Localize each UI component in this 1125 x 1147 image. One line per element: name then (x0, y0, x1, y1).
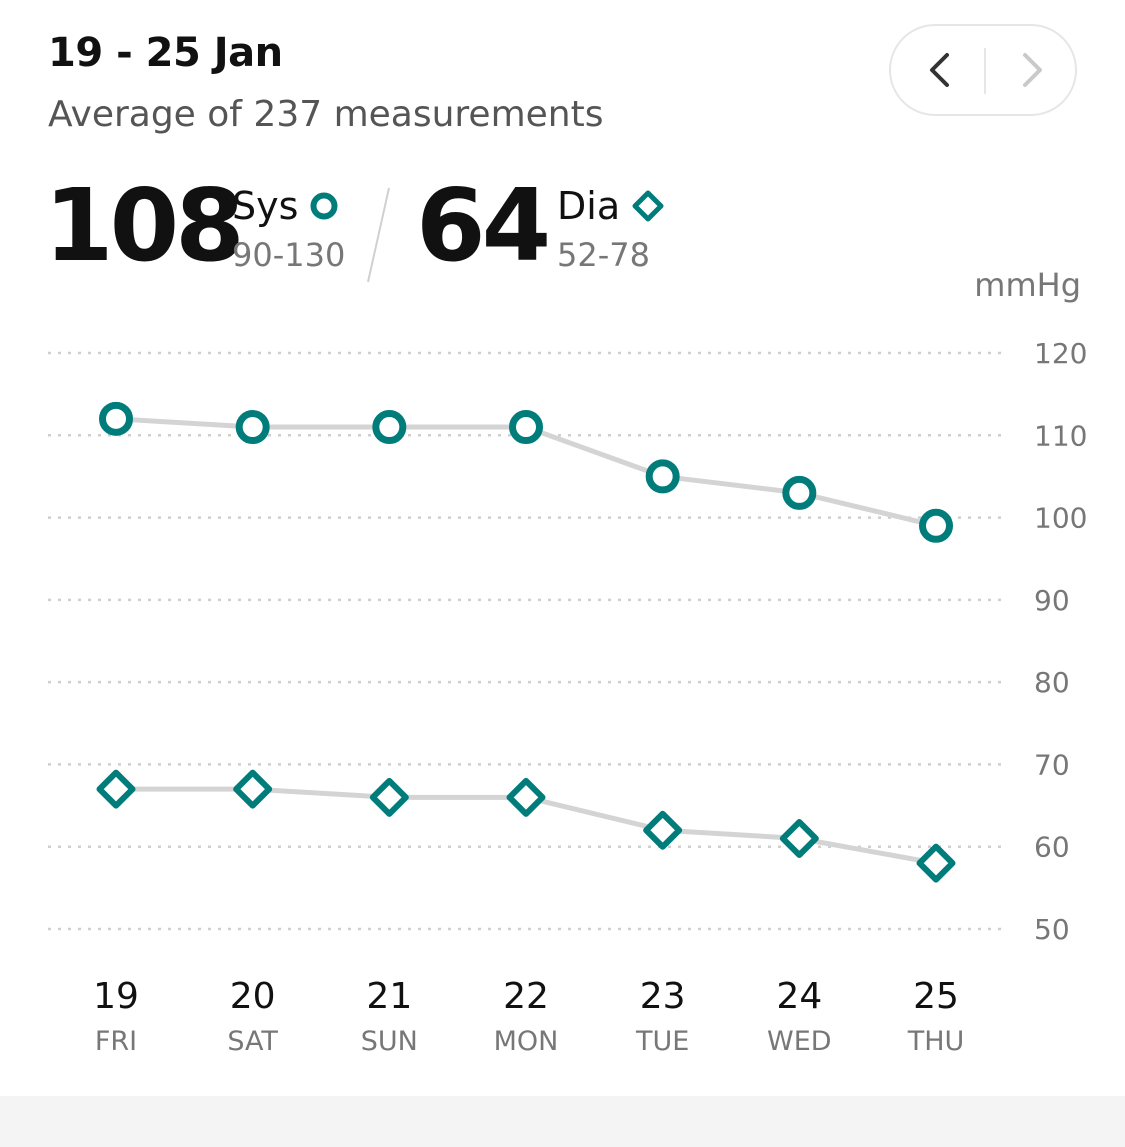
x-tick-day: 20 (230, 976, 276, 1017)
x-tick-weekday: FRI (95, 1026, 137, 1057)
x-tick-weekday: SUN (361, 1026, 418, 1057)
dia-point-25[interactable] (916, 843, 956, 883)
y-tick-label: 60 (1034, 831, 1070, 864)
x-tick-weekday: WED (767, 1026, 832, 1057)
y-tick-label: 100 (1034, 502, 1087, 535)
x-tick-weekday: SAT (227, 1026, 278, 1057)
sys-point-23[interactable] (645, 459, 680, 494)
dia-point-21[interactable] (369, 777, 409, 817)
x-tick-day: 19 (93, 976, 139, 1017)
y-tick-label: 90 (1034, 584, 1070, 617)
systolic-range: 90-130 (232, 236, 346, 274)
bottom-bar (0, 1096, 1125, 1147)
date-range-title: 19 - 25 Jan (48, 30, 283, 76)
x-tick-day: 25 (913, 976, 959, 1017)
x-tick-weekday: TUE (635, 1026, 689, 1057)
unit-label: mmHg (974, 266, 1081, 304)
chevron-right-icon (1023, 53, 1042, 87)
x-tick-day: 24 (776, 976, 822, 1017)
week-navigation (889, 24, 1077, 116)
y-axis-ticks: 120 110 100 90 80 70 60 50 (1034, 337, 1087, 946)
sys-point-25[interactable] (919, 508, 953, 543)
dia-point-23[interactable] (643, 810, 683, 850)
series-markers (96, 401, 956, 883)
previous-week-button[interactable] (891, 26, 985, 114)
diastolic-label: Dia (557, 184, 621, 228)
value-separator (367, 187, 390, 283)
sys-point-22[interactable] (509, 410, 543, 445)
y-tick-label: 80 (1034, 666, 1070, 699)
dia-point-24[interactable] (779, 818, 819, 858)
x-tick-weekday: THU (907, 1026, 965, 1057)
next-week-button[interactable] (985, 26, 1079, 114)
x-axis-ticks: 19 FRI 20 SAT 21 SUN 22 MON 23 TUE 24 WED 25 THU (93, 976, 964, 1057)
sys-point-24[interactable] (782, 475, 817, 510)
systolic-label: Sys (232, 184, 299, 228)
sys-point-19[interactable] (99, 401, 133, 436)
nav-divider (984, 48, 986, 94)
dia-point-20[interactable] (233, 769, 273, 809)
y-tick-label: 50 (1034, 913, 1070, 946)
diastolic-legend-diamond-icon (632, 190, 664, 222)
x-tick-day: 22 (503, 976, 549, 1017)
y-tick-label: 110 (1034, 419, 1087, 452)
chevron-left-icon (930, 53, 949, 87)
dia-point-19[interactable] (96, 769, 136, 809)
systolic-average-value: 108 (44, 167, 245, 284)
sys-point-20[interactable] (235, 410, 270, 445)
sys-point-21[interactable] (372, 410, 407, 445)
x-tick-day: 21 (366, 976, 412, 1017)
diastolic-average-value: 64 (416, 167, 551, 284)
x-tick-day: 23 (640, 976, 686, 1017)
y-tick-label: 70 (1034, 748, 1070, 781)
diastolic-range: 52-78 (557, 236, 650, 274)
dia-point-22[interactable] (506, 777, 546, 817)
blood-pressure-chart: 120 110 100 90 80 70 60 50 19 FRI 20 SAT 21 SUN 22 MON… (48, 337, 1087, 1057)
x-tick-weekday: MON (494, 1026, 559, 1057)
y-tick-label: 120 (1034, 337, 1087, 370)
measurement-summary: Average of 237 measurements (48, 94, 604, 135)
systolic-legend-circle-icon (310, 192, 338, 220)
